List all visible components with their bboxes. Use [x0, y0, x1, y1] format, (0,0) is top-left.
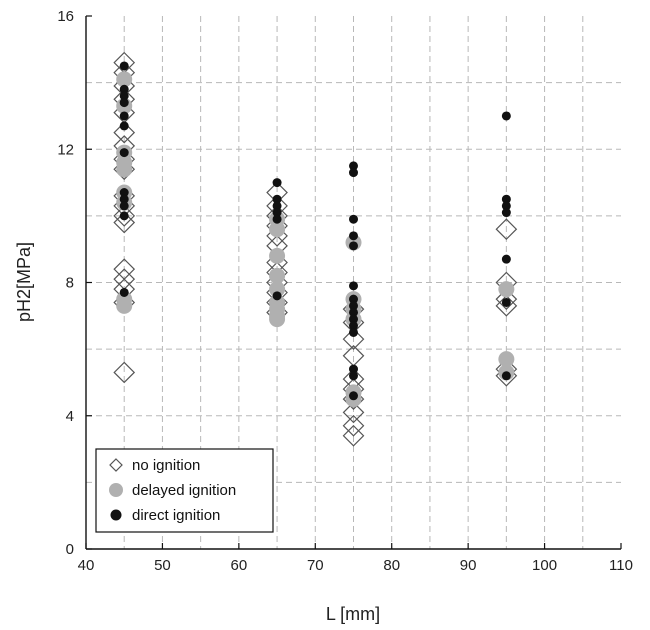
data-point: [349, 371, 358, 381]
data-point: [501, 254, 511, 264]
data-point: [113, 361, 136, 384]
data-point: [269, 247, 286, 264]
x-tick-label: 80: [383, 557, 400, 574]
data-point: [501, 111, 511, 121]
data-point: [119, 121, 129, 131]
data-point: [119, 148, 129, 158]
data-point: [349, 314, 358, 324]
data-point: [269, 267, 286, 284]
data-point: [498, 281, 515, 298]
data-point: [501, 297, 511, 307]
x-tick-label: 110: [609, 557, 633, 574]
data-point: [342, 328, 365, 350]
data-point: [342, 401, 365, 424]
data-point: [119, 211, 129, 221]
legend-box: [95, 448, 274, 533]
data-point: [349, 391, 358, 401]
x-axis-label: L [mm]: [326, 604, 380, 624]
data-point: [495, 288, 518, 311]
data-point: [272, 208, 282, 218]
x-tick-label: 50: [154, 557, 171, 574]
data-point: [349, 214, 358, 224]
data-point: [349, 321, 358, 331]
data-point: [349, 168, 358, 178]
legend-label: no ignition: [132, 457, 200, 474]
data-point: [272, 194, 282, 204]
x-tick-label: 90: [460, 557, 477, 574]
data-point: [113, 205, 136, 227]
legend-label: delayed ignition: [132, 482, 236, 499]
data-point: [495, 218, 518, 241]
data-point: [119, 91, 129, 101]
data-points: [113, 51, 518, 447]
data-point: [113, 121, 136, 144]
data-point: [119, 98, 129, 108]
data-point: [349, 231, 358, 241]
data-point: [501, 208, 511, 218]
x-tick-label: 70: [307, 557, 324, 574]
data-point: [349, 301, 358, 311]
data-point: [501, 371, 511, 381]
data-point: [119, 188, 129, 198]
data-point: [501, 201, 511, 211]
data-point: [269, 221, 286, 238]
data-point: [269, 311, 286, 328]
data-point: [349, 294, 358, 304]
axes: [85, 15, 622, 550]
data-point: [501, 194, 511, 204]
x-tick-label: 100: [532, 557, 557, 574]
tick-labels: 40 50 60 70 80 90 100 110 0 4 8 12 16: [57, 8, 633, 574]
data-point: [349, 364, 358, 374]
data-point: [495, 294, 518, 317]
data-point: [498, 351, 515, 368]
data-point: [349, 307, 358, 317]
data-point: [349, 161, 358, 171]
data-point: [342, 414, 365, 437]
data-point: [119, 287, 129, 297]
data-point: [119, 84, 129, 94]
data-point: [272, 291, 282, 301]
legend-marker: [109, 458, 123, 472]
legend-marker: [110, 509, 122, 521]
y-tick-label: 8: [66, 275, 74, 292]
series-direct-ignition: [119, 61, 511, 401]
data-point: [272, 214, 282, 224]
y-axis-label: pH2[MPa]: [14, 242, 34, 322]
data-point: [272, 201, 282, 211]
data-point: [119, 61, 129, 71]
data-point: [113, 211, 136, 234]
data-point: [116, 297, 133, 314]
y-tick-label: 0: [66, 541, 74, 558]
data-point: [349, 281, 358, 291]
data-point: [116, 71, 133, 88]
data-point: [349, 327, 358, 337]
data-point: [119, 201, 129, 211]
data-point: [342, 424, 365, 447]
y-tick-label: 16: [57, 8, 74, 25]
data-point: [269, 281, 286, 298]
y-tick-label: 12: [57, 141, 74, 158]
legend-marker: [109, 483, 123, 497]
data-point: [272, 178, 282, 188]
data-point: [119, 111, 129, 121]
x-tick-label: 40: [78, 557, 95, 574]
data-point: [119, 194, 129, 204]
x-tick-label: 60: [231, 557, 248, 574]
legend: no ignition delayed ignition direct igniti…: [95, 448, 274, 533]
data-point: [349, 241, 358, 251]
data-point: [116, 161, 133, 178]
y-tick-label: 4: [66, 408, 74, 425]
legend-label: direct ignition: [132, 507, 220, 524]
